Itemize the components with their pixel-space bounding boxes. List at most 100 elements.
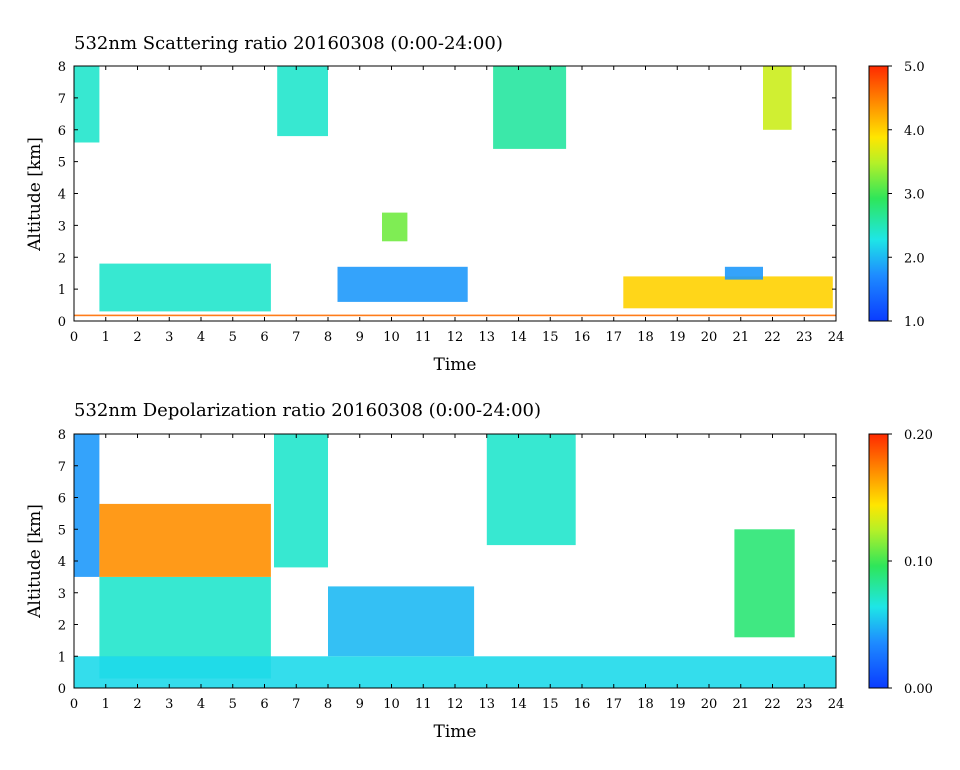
x-axis-label: Time [434,722,477,742]
colorbar-tick-label: 2.0 [904,251,925,266]
y-tick-label: 5 [58,156,66,171]
x-tick-label: 3 [165,697,173,712]
x-tick-label: 21 [732,330,749,345]
x-tick-label: 12 [447,330,464,345]
x-axis-label: Time [434,355,477,375]
x-tick-label: 4 [197,697,205,712]
x-tick-label: 17 [605,697,622,712]
x-tick-label: 23 [796,697,813,712]
x-tick-label: 13 [478,330,495,345]
y-tick-label: 4 [58,188,66,203]
colorbar-tick-label: 0.00 [904,682,933,697]
heatmap-region [382,212,408,242]
y-tick-label: 3 [58,587,66,602]
y-tick-label: 8 [58,428,66,443]
x-tick-label: 8 [324,330,332,345]
x-tick-label: 15 [542,330,559,345]
x-tick-label: 2 [133,697,141,712]
heatmap-region [99,263,271,312]
x-tick-label: 0 [70,697,78,712]
y-tick-label: 1 [58,650,66,665]
depolarization-ratio-panel: 532nm Depolarization ratio 20160308 (0:0… [25,400,933,742]
x-axis: 0 1 2 3 4 5 6 7 8 9 10 11 12 13 14 15 16 17 18 19 20 21 22 23 24 [70,66,844,345]
x-axis: 0 1 2 3 4 5 6 7 8 9 10 11 12 13 14 15 16 17 18 19 20 21 22 23 24 [70,434,844,712]
x-tick-label: 20 [701,330,718,345]
x-tick-label: 24 [828,330,845,345]
heatmap-region [74,66,100,143]
y-tick-label: 2 [58,619,66,634]
y-tick-label: 2 [58,251,66,266]
heatmap-region [274,434,328,568]
x-tick-label: 24 [828,697,845,712]
y-tick-label: 7 [58,92,66,107]
x-tick-label: 3 [165,330,173,345]
x-tick-label: 18 [637,697,654,712]
x-tick-label: 5 [229,697,237,712]
colorbar-ticks: 0.00 0.10 0.20 [888,428,933,697]
x-tick-label: 7 [292,330,300,345]
y-tick-label: 5 [58,523,66,538]
colorbar-tick-label: 1.0 [904,315,925,330]
y-axis-label: Altitude [km] [25,137,45,252]
x-tick-label: 5 [229,330,237,345]
heatmap-region [74,656,836,689]
x-tick-label: 6 [260,330,268,345]
heatmap-cells [74,434,836,689]
x-tick-label: 7 [292,697,300,712]
y-tick-label: 8 [58,60,66,75]
y-tick-label: 0 [58,682,66,697]
colorbar-tick-label: 0.20 [904,428,933,443]
chart-title: 532nm Scattering ratio 20160308 (0:00-24… [74,33,503,54]
scattering-ratio-panel: 532nm Scattering ratio 20160308 (0:00-24… [25,33,925,375]
x-tick-label: 20 [701,697,718,712]
x-tick-label: 6 [260,697,268,712]
y-tick-label: 4 [58,555,66,570]
y-tick-label: 7 [58,460,66,475]
heatmap-region [623,276,833,309]
x-tick-label: 12 [447,697,464,712]
x-tick-label: 1 [102,330,110,345]
colorbar-tick-label: 4.0 [904,124,925,139]
heatmap-region [724,266,763,280]
heatmap-region [493,66,567,149]
x-tick-label: 22 [764,697,781,712]
x-tick-label: 2 [133,330,141,345]
x-tick-label: 14 [510,330,527,345]
heatmap-region [734,529,795,638]
heatmap-region [486,434,576,546]
y-axis: 0 1 2 3 4 5 6 7 8 [58,428,836,697]
x-tick-label: 22 [764,330,781,345]
y-tick-label: 3 [58,219,66,234]
heatmap-region [74,434,100,577]
x-tick-label: 1 [102,697,110,712]
colorbar-tick-label: 5.0 [904,60,925,75]
x-tick-label: 0 [70,330,78,345]
x-tick-label: 16 [574,697,591,712]
y-axis-label: Altitude [km] [25,504,45,619]
heatmap-region [763,66,792,130]
colorbar-tick-label: 0.10 [904,555,933,570]
x-tick-label: 11 [415,330,432,345]
y-axis: 0 1 2 3 4 5 6 7 8 [58,60,836,330]
heatmap-region [277,66,328,137]
x-tick-label: 9 [356,697,364,712]
y-tick-label: 0 [58,315,66,330]
colorbar [868,433,889,689]
colorbar-ticks: 1.0 2.0 3.0 4.0 5.0 [888,60,925,330]
x-tick-label: 18 [637,330,654,345]
chart-title: 532nm Depolarization ratio 20160308 (0:0… [74,400,541,421]
heatmap-region [328,586,475,657]
y-tick-label: 6 [58,492,66,507]
x-tick-label: 8 [324,697,332,712]
x-tick-label: 15 [542,697,559,712]
colorbar [868,65,889,322]
x-tick-label: 13 [478,697,495,712]
x-tick-label: 11 [415,697,432,712]
x-tick-label: 19 [669,697,686,712]
x-tick-label: 10 [383,697,400,712]
x-tick-label: 10 [383,330,400,345]
heatmap-region [99,503,271,577]
x-tick-label: 21 [732,697,749,712]
heatmap-region [74,314,836,317]
heatmap-region [337,266,468,302]
